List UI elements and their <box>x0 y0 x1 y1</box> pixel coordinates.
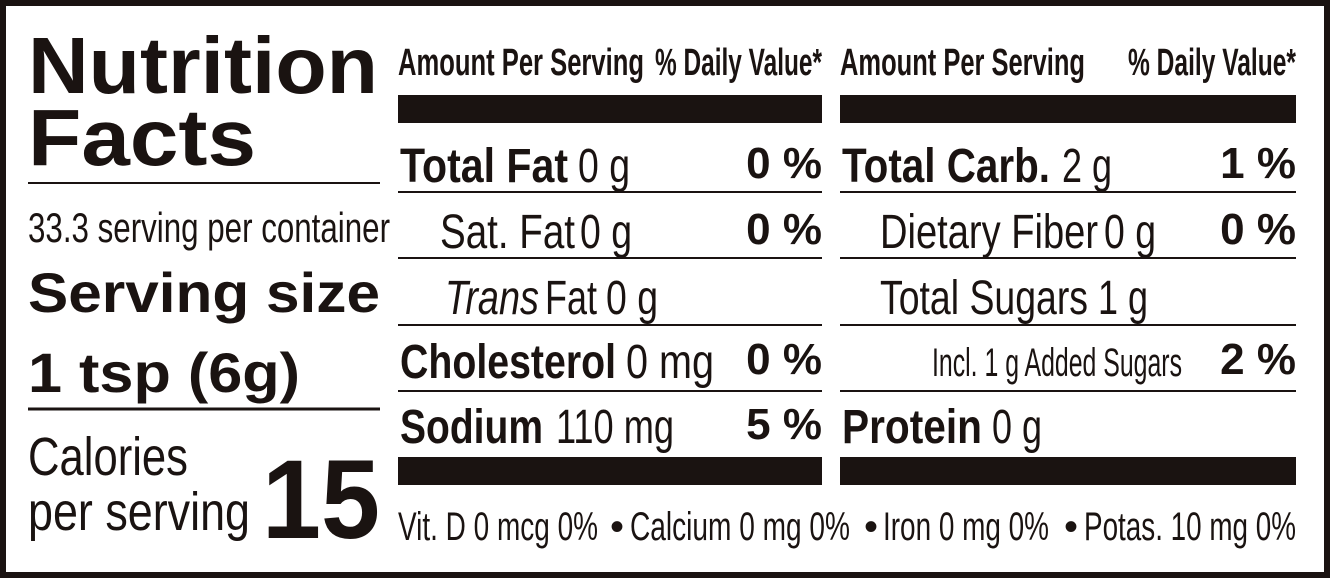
nutrient-name: Protein <box>842 401 982 454</box>
nutrient-amount: 110 mg <box>556 401 674 454</box>
nutrient-name: Total Sugars <box>880 272 1088 325</box>
nutrient-amount: 0 mg <box>626 336 714 389</box>
nutrient-name: Total Carb. <box>842 140 1050 193</box>
header-dv: % Daily Value* <box>1128 42 1296 84</box>
nutrient-name: Incl. 1 g Added Sugars <box>932 341 1182 385</box>
thick-bar <box>398 95 822 123</box>
footer-separator: • <box>610 505 624 549</box>
nutrient-dv: 0 % <box>746 335 822 384</box>
nutrient-amount: 0 g <box>578 140 630 193</box>
thick-bar <box>840 457 1296 485</box>
serving-size: 1 tsp (6g) <box>28 341 300 404</box>
serving-size-label: Serving size <box>28 261 380 324</box>
footer-item: Iron 0 mg 0% <box>883 505 1049 549</box>
calories: 15 <box>262 437 380 562</box>
nutrient-amount: 0 g <box>606 272 658 325</box>
calories-label: per serving <box>28 482 250 542</box>
nutrient-amount: 0 g <box>992 401 1042 454</box>
footer-separator: • <box>1064 505 1078 549</box>
nutrient-name: Total Fat <box>400 140 568 193</box>
nutrient-dv: 0 % <box>1220 205 1296 254</box>
nutrient-name: Cholesterol <box>400 336 616 389</box>
nutrient-dv: 5 % <box>746 400 822 449</box>
servings: 33.3 serving per container <box>28 204 390 251</box>
footer-item: Vit. D 0 mcg 0% <box>398 505 598 549</box>
nutrient-dv: 1 % <box>1220 139 1296 188</box>
header-amount: Amount Per Serving <box>840 42 1085 84</box>
calories-label: Calories <box>28 427 188 487</box>
nutrient-dv: 0 % <box>746 139 822 188</box>
title: Nutrition <box>28 21 378 110</box>
nutrient-amount: 0 g <box>580 206 632 259</box>
nutrient-amount: 1 g <box>1098 272 1148 325</box>
nutrient-name: Dietary Fiber <box>880 206 1098 259</box>
nutrient-name: Fat <box>545 272 597 325</box>
nutrient-amount: 0 g <box>1104 206 1156 259</box>
footer-item: Calcium 0 mg 0% <box>630 505 850 549</box>
footer-separator: • <box>864 505 878 549</box>
thick-bar <box>840 95 1296 123</box>
nutrient-dv: 0 % <box>746 205 822 254</box>
nutrient-name: Sodium <box>400 401 543 454</box>
footer-item: Potas. 10 mg 0% <box>1084 505 1296 549</box>
thick-bar <box>398 457 822 485</box>
nutrient-name-italic: Trans <box>445 272 539 325</box>
nutrient-name: Sat. Fat <box>440 206 575 259</box>
title: Facts <box>28 93 256 182</box>
nutrient-amount: 2 g <box>1062 140 1112 193</box>
nutrient-dv: 2 % <box>1220 335 1296 384</box>
row-rules <box>398 191 1296 392</box>
header-dv: % Daily Value* <box>655 42 822 84</box>
header-amount: Amount Per Serving <box>398 42 644 84</box>
